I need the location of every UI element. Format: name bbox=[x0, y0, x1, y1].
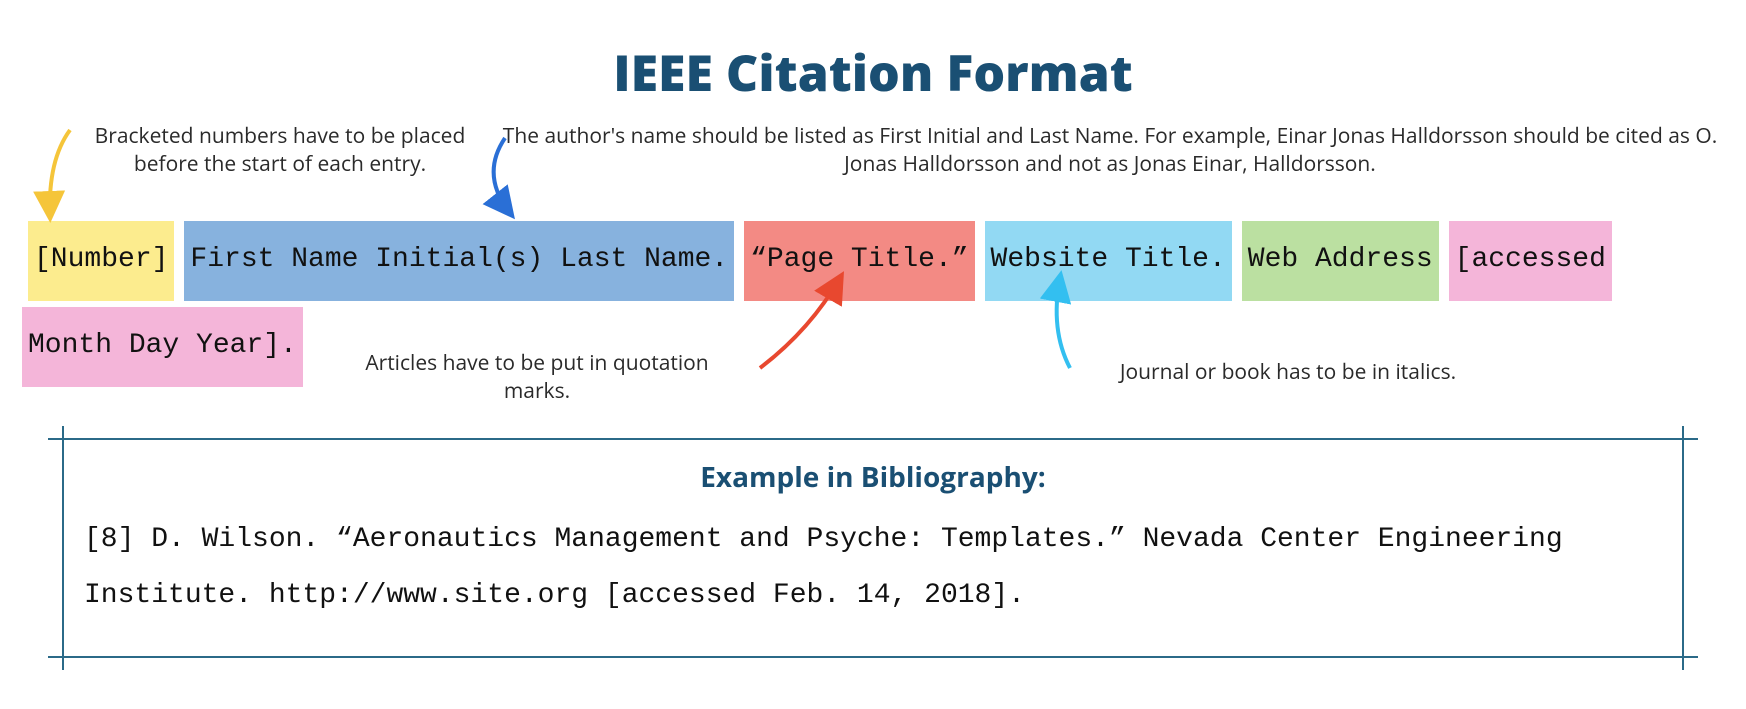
citation-token: Web Address bbox=[1242, 221, 1439, 301]
example-text: [8] D. Wilson. “Aeronautics Management a… bbox=[84, 512, 1662, 624]
page-title: IEEE Citation Format bbox=[0, 38, 1746, 106]
citation-token: First Name Initial(s) Last Name. bbox=[184, 221, 734, 301]
citation-token: “Page Title.” bbox=[744, 221, 974, 301]
citation-token: Month Day Year]. bbox=[22, 307, 303, 387]
note-article: Articles have to be put in quotation mar… bbox=[352, 349, 722, 406]
note-author: The author's name should be listed as Fi… bbox=[500, 122, 1720, 179]
arrow-bracket bbox=[50, 130, 70, 215]
citation-token: Website Title. bbox=[985, 221, 1232, 301]
note-bracket: Bracketed numbers have to be placed befo… bbox=[80, 122, 480, 179]
citation-token: [Number] bbox=[28, 221, 174, 301]
citation-token: [accessed bbox=[1449, 221, 1612, 301]
example-heading: Example in Bibliography: bbox=[48, 458, 1698, 496]
note-journal: Journal or book has to be in italics. bbox=[1088, 358, 1488, 386]
example-box: Example in Bibliography: [8] D. Wilson. … bbox=[48, 438, 1698, 658]
